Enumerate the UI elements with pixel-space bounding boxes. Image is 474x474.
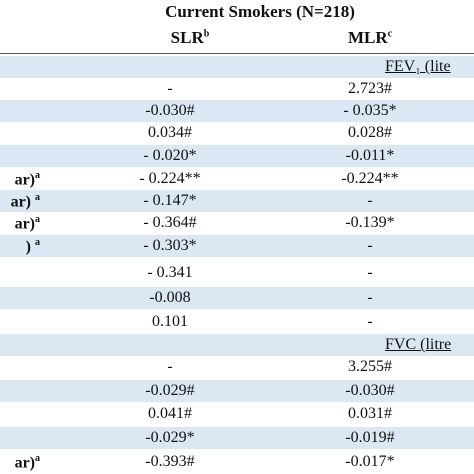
table-row: ) a - 0.303* - xyxy=(0,235,474,257)
mlr-value: 0.031# xyxy=(348,405,392,422)
mlr-value: - xyxy=(367,237,373,254)
slr-value: - 0.341 xyxy=(147,264,193,281)
row-label-sup: a xyxy=(35,192,40,203)
column-label: MLR xyxy=(347,28,388,47)
table-row: ar)a - 0.224** -0.224** xyxy=(0,168,474,190)
slr-value: -0.029* xyxy=(145,429,195,446)
mlr-value: 0.028# xyxy=(348,124,392,141)
column-sup: c xyxy=(387,28,393,40)
column-header: SLRb xyxy=(130,28,250,48)
slr-value: 0.034# xyxy=(148,124,192,141)
row-label-text: ar) xyxy=(14,454,35,472)
table-row: FEV₁ (lite xyxy=(0,56,474,78)
mlr-value: -0.139* xyxy=(345,214,395,231)
mlr-value: - xyxy=(367,313,373,330)
section-heading: FVC (litre xyxy=(385,336,452,353)
header-rule xyxy=(0,53,474,54)
mlr-value: - 0.035* xyxy=(343,102,397,119)
row-label-sup: a xyxy=(35,170,40,181)
row-label-sup: a xyxy=(35,237,40,248)
table-row: -0.029* -0.019# xyxy=(0,427,474,449)
table-row: 0.101 - xyxy=(0,311,474,333)
row-label: ) a xyxy=(0,237,40,256)
mlr-value: -0.011* xyxy=(345,147,395,164)
column-sup: b xyxy=(203,28,210,40)
mlr-value: - xyxy=(367,289,373,306)
slr-value: - 0.224** xyxy=(139,170,201,187)
table-row: - 2.723# xyxy=(0,78,474,100)
slr-value: -0.393# xyxy=(145,453,195,470)
slr-value: - 0.020* xyxy=(143,147,197,164)
table-row: ar)a - 0.364# -0.139* xyxy=(0,212,474,234)
row-label: ar)a xyxy=(0,453,40,472)
mlr-value: 2.723# xyxy=(348,80,392,97)
row-label-text: ar) xyxy=(10,193,35,211)
table-row: FVC (litre xyxy=(0,334,474,356)
slr-value: 0.041# xyxy=(148,405,192,422)
column-header: MLRc xyxy=(310,28,430,48)
mlr-value: -0.224** xyxy=(341,170,399,187)
column-label: SLR xyxy=(170,28,204,47)
mlr-value: -0.030# xyxy=(345,382,395,399)
mlr-value: -0.019# xyxy=(345,429,395,446)
table-row: 0.034# 0.028# xyxy=(0,122,474,144)
table-row: 0.041# 0.031# xyxy=(0,403,474,425)
row-label-sup: a xyxy=(35,453,40,464)
table-row: ar)a -0.393# -0.017* xyxy=(0,451,474,473)
row-label-text: ar) xyxy=(14,215,35,233)
table-row: ar) a - 0.147* - xyxy=(0,190,474,212)
row-label: ar)a xyxy=(0,170,40,189)
row-label-sup: a xyxy=(35,214,40,225)
row-label-text: ) xyxy=(25,238,35,256)
slr-value: - xyxy=(167,358,173,375)
mlr-value: - xyxy=(367,192,373,209)
slr-value: - 0.147* xyxy=(143,192,197,209)
table-row: -0.029# -0.030# xyxy=(0,380,474,402)
mlr-value: - xyxy=(367,264,373,281)
table-row: -0.030# - 0.035* xyxy=(0,100,474,122)
row-label: ar)a xyxy=(0,214,40,233)
table-row: - 0.020* -0.011* xyxy=(0,145,474,167)
slr-value: 0.101 xyxy=(152,313,188,330)
section-heading: FEV₁ (lite xyxy=(385,58,451,75)
slr-value: -0.029# xyxy=(145,382,195,399)
slr-value: - xyxy=(167,80,173,97)
table-row: -0.008 - xyxy=(0,287,474,309)
slr-value: - 0.303* xyxy=(143,237,197,254)
row-label-text: ar) xyxy=(14,171,35,189)
table-title: Current Smokers (N=218) xyxy=(165,2,355,21)
mlr-value: -0.017* xyxy=(345,453,395,470)
table-row: - 3.255# xyxy=(0,356,474,378)
table-row: - 0.341 - xyxy=(0,262,474,284)
slr-value: -0.008 xyxy=(149,289,191,306)
row-label: ar) a xyxy=(0,192,40,211)
mlr-value: 3.255# xyxy=(348,358,392,375)
slr-value: - 0.364# xyxy=(143,214,197,231)
slr-value: -0.030# xyxy=(145,102,195,119)
